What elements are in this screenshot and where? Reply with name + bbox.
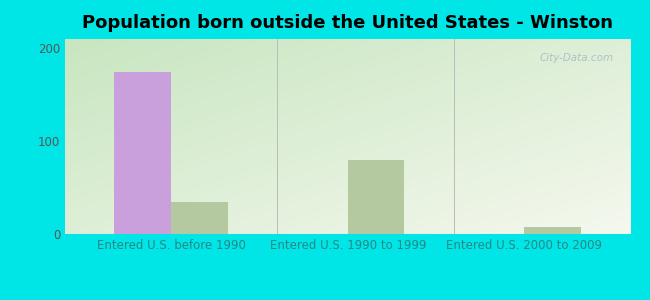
Bar	[114, 71, 171, 234]
Title: Population born outside the United States - Winston: Population born outside the United State…	[83, 14, 613, 32]
Bar	[525, 226, 581, 234]
Bar	[348, 160, 404, 234]
Text: City-Data.com: City-Data.com	[540, 52, 614, 63]
Bar	[171, 202, 228, 234]
